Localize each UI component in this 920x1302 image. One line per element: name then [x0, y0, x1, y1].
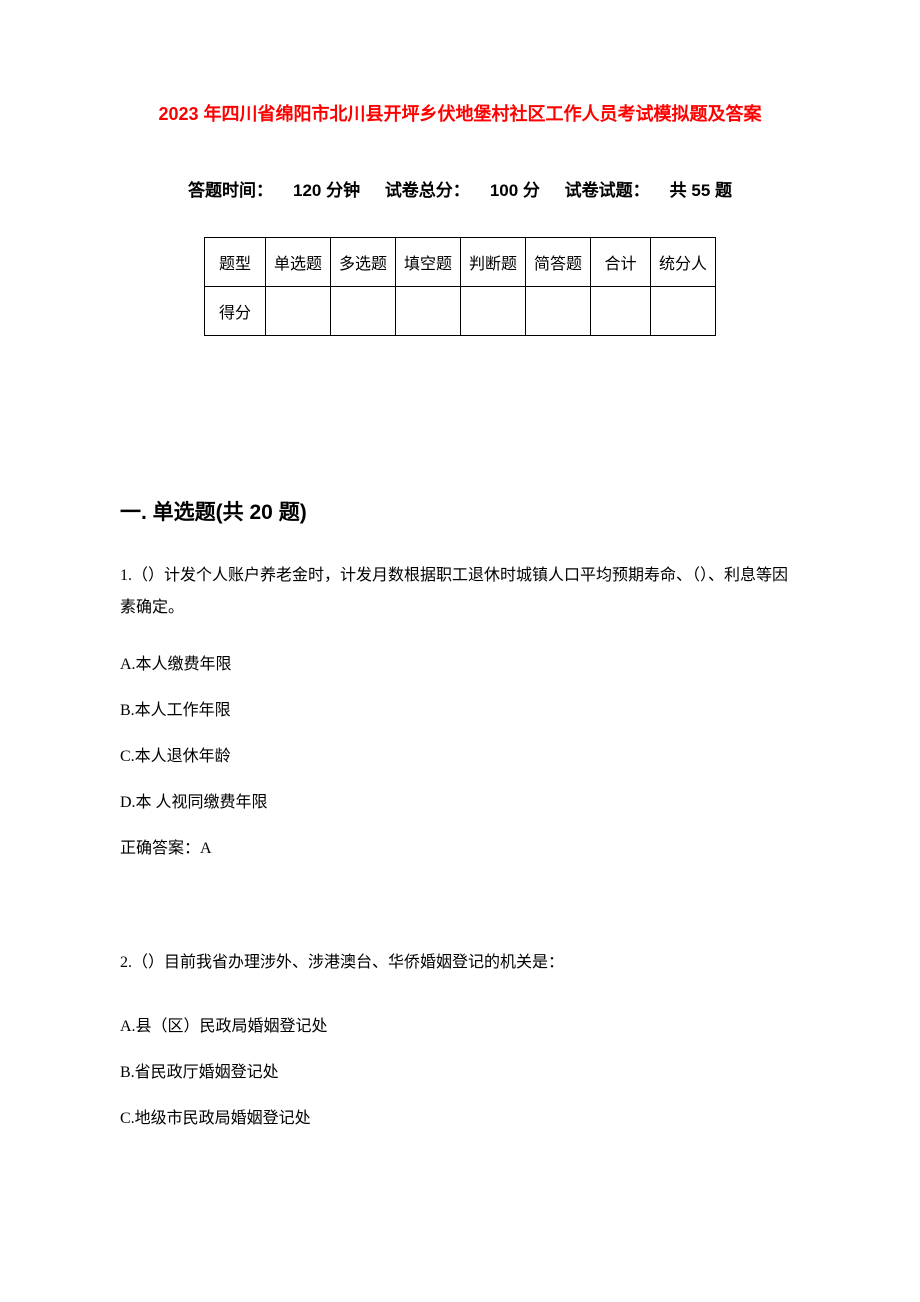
q2-option-b: B.省民政厅婚姻登记处 [120, 1058, 800, 1082]
score-table: 题型 单选题 多选题 填空题 判断题 简答题 合计 统分人 得分 [204, 237, 716, 336]
total-score-value: 100 分 [490, 181, 540, 200]
q2-stem: 2.（）目前我省办理涉外、涉港澳台、华侨婚姻登记的机关是： [120, 948, 800, 972]
section-1-header: 一. 单选题(共 20 题) [120, 496, 800, 526]
table-row-label: 得分 [204, 287, 265, 336]
question-count-label: 试卷试题： [565, 181, 650, 200]
q1-option-a: A.本人缴费年限 [120, 650, 800, 674]
table-score-cell [591, 287, 651, 336]
table-score-cell [265, 287, 330, 336]
table-score-cell [461, 287, 526, 336]
time-label: 答题时间： [188, 181, 273, 200]
question-count-value: 共 55 题 [670, 181, 732, 200]
table-header-cell: 合计 [591, 238, 651, 287]
table-header-cell: 统分人 [651, 238, 716, 287]
q2-option-c: C.地级市民政局婚姻登记处 [120, 1104, 800, 1128]
table-header-row: 题型 单选题 多选题 填空题 判断题 简答题 合计 统分人 [204, 238, 715, 287]
time-value: 120 分钟 [293, 181, 360, 200]
document-title: 2023 年四川省绵阳市北川县开坪乡伏地堡村社区工作人员考试模拟题及答案 [120, 100, 800, 126]
table-score-cell [526, 287, 591, 336]
q1-answer: 正确答案：A [120, 834, 800, 858]
q1-option-b: B.本人工作年限 [120, 696, 800, 720]
table-score-row: 得分 [204, 287, 715, 336]
table-header-cell: 多选题 [330, 238, 395, 287]
table-header-cell: 简答题 [526, 238, 591, 287]
table-header-cell: 题型 [204, 238, 265, 287]
table-header-cell: 判断题 [461, 238, 526, 287]
q1-option-c: C.本人退休年龄 [120, 742, 800, 766]
exam-info-line: 答题时间： 120 分钟 试卷总分： 100 分 试卷试题： 共 55 题 [120, 176, 800, 201]
table-header-cell: 填空题 [395, 238, 460, 287]
table-header-cell: 单选题 [265, 238, 330, 287]
q1-stem: 1.（）计发个人账户养老金时，计发月数根据职工退休时城镇人口平均预期寿命、（）、… [120, 560, 800, 624]
table-score-cell [651, 287, 716, 336]
q2-option-a: A.县（区）民政局婚姻登记处 [120, 1012, 800, 1036]
q1-option-d: D.本 人视同缴费年限 [120, 788, 800, 812]
table-score-cell [395, 287, 460, 336]
table-score-cell [330, 287, 395, 336]
total-score-label: 试卷总分： [385, 181, 470, 200]
